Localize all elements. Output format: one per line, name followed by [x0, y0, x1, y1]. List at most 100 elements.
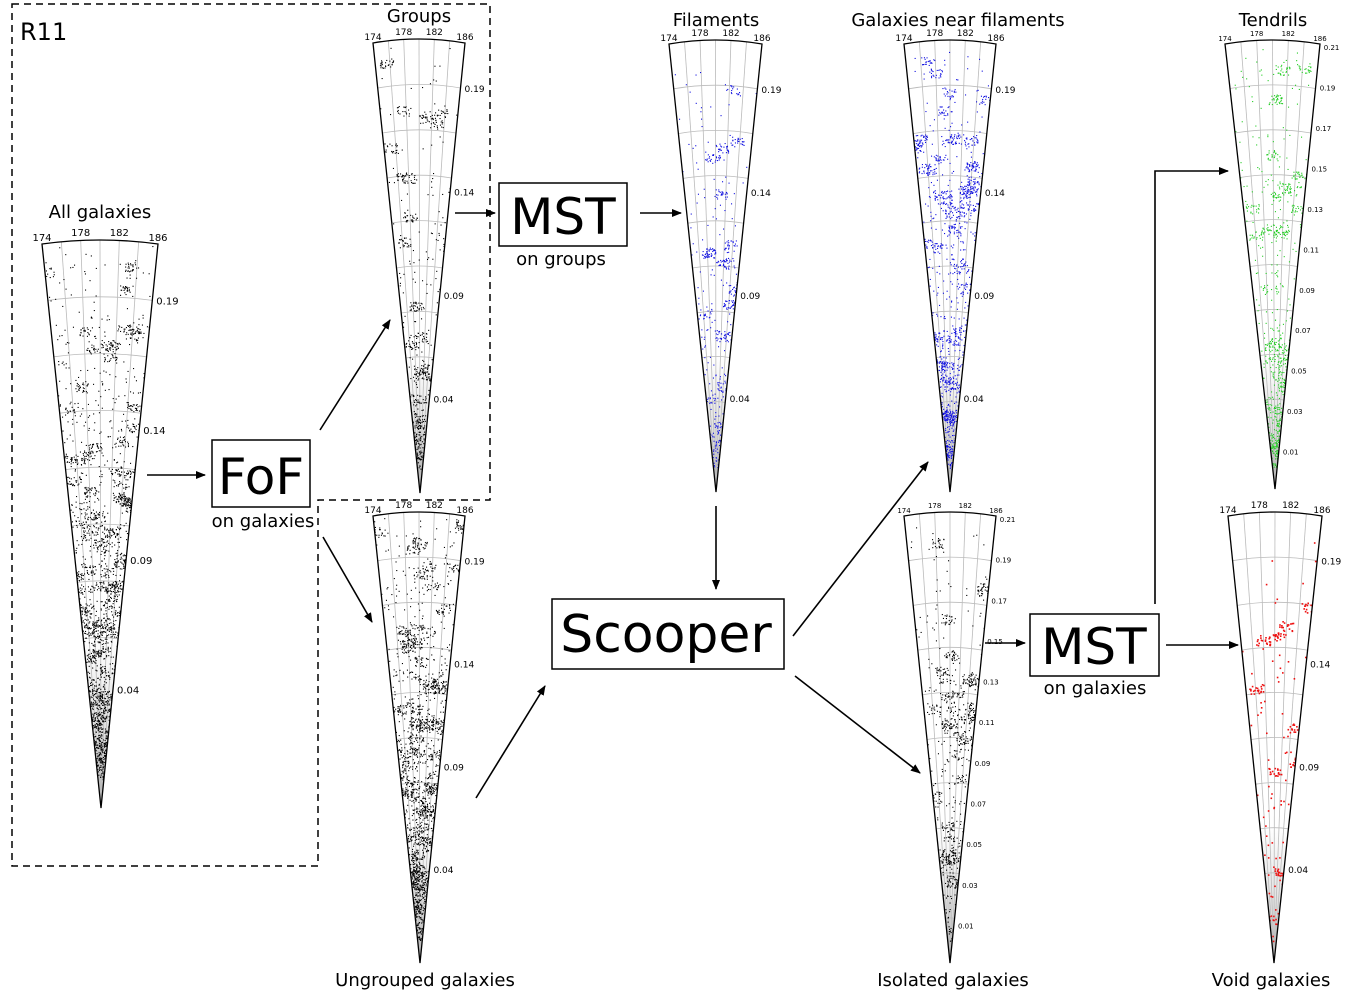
redshift-tick-label: 0.07 [971, 800, 987, 808]
redshift-tick-label: 0.15 [1312, 165, 1328, 173]
flow-arrows [147, 167, 1239, 799]
scooper-box: Scooper [551, 598, 785, 670]
redshift-tick-label: 0.09 [740, 292, 760, 302]
ra-tick-label: 186 [987, 34, 1004, 44]
redshift-tick-label: 0.04 [433, 866, 453, 876]
ra-tick-label: 174 [1218, 35, 1232, 43]
redshift-tick-label: 0.05 [966, 841, 982, 849]
ra-tick-label: 182 [1282, 501, 1299, 511]
redshift-tick-label: 0.15 [987, 638, 1003, 646]
wedge-label: Ungrouped galaxies [335, 970, 515, 991]
galaxy-points [910, 527, 994, 942]
redshift-tick-label: 0.09 [444, 292, 464, 302]
redshift-tick-label: 0.04 [730, 395, 750, 405]
mst-galaxies-box: MST on galaxies [1029, 613, 1160, 699]
redshift-tick-label: 0.09 [975, 760, 991, 768]
redshift-tick-label: 0.19 [996, 557, 1012, 565]
ra-tick-label: 182 [1282, 30, 1295, 38]
ra-tick-label: 178 [395, 28, 412, 38]
arrow-mst-to-tendrils [1154, 167, 1229, 604]
ra-tick-label: 174 [32, 233, 51, 244]
redshift-tick-label: 0.03 [962, 882, 978, 890]
redshift-tick-label: 0.04 [1288, 866, 1308, 876]
ra-tick-label: 174 [660, 34, 677, 44]
wedge-label: All galaxies [49, 202, 152, 223]
ra-tick-label: 186 [1313, 506, 1330, 516]
ra-tick-label: 178 [691, 29, 708, 39]
wedge-outline [903, 511, 997, 964]
redshift-tick-label: 0.19 [156, 296, 178, 307]
ra-tick-label: 186 [456, 33, 473, 43]
ra-tick-label: 178 [1250, 30, 1263, 38]
redshift-tick-label: 0.14 [985, 189, 1005, 199]
ra-tick-label: 178 [928, 502, 941, 510]
redshift-tick-label: 0.13 [983, 679, 999, 687]
mst-galaxies-title: MST [1041, 618, 1147, 676]
wedge-outline [41, 239, 159, 809]
redshift-tick-label: 0.14 [454, 189, 474, 199]
redshift-tick-label: 0.11 [979, 719, 995, 727]
wedge-label: Tendrils [1238, 10, 1308, 31]
redshift-tick-label: 0.04 [117, 686, 139, 697]
wedge-label: Filaments [673, 10, 760, 31]
ra-tick-label: 186 [456, 506, 473, 516]
wedge-outline [1227, 511, 1323, 964]
arrow-fof-to-ungrouped [322, 536, 373, 623]
fof-subtitle: on galaxies [212, 511, 315, 532]
ra-tick-label: 186 [989, 507, 1003, 515]
redshift-tick-label: 0.19 [465, 85, 485, 95]
region-label: R11 [20, 18, 67, 46]
redshift-tick-label: 0.05 [1291, 368, 1307, 376]
arrow-ungrouped-to-scooper [475, 685, 546, 799]
arrow-fof-to-groups [319, 319, 391, 431]
redshift-tick-label: 0.19 [995, 86, 1015, 96]
redshift-tick-label: 0.21 [1324, 44, 1340, 52]
redshift-tick-label: 0.04 [964, 395, 984, 405]
ra-tick-label: 182 [957, 29, 974, 39]
ra-tick-label: 186 [753, 34, 770, 44]
wedge-void: 174 178 182 186 0.19 0.14 0.09 0.04 Void galaxie… [1212, 501, 1342, 991]
wedge-near: 174 178 182 186 0.19 0.14 0.09 0.04 Galaxies nea… [851, 10, 1065, 493]
ra-tick-label: 178 [926, 29, 943, 39]
redshift-tick-label: 0.09 [974, 292, 994, 302]
galaxy-points [374, 518, 465, 941]
redshift-tick-label: 0.21 [1000, 516, 1016, 524]
ra-tick-label: 174 [895, 34, 912, 44]
wedge-label: Groups [387, 6, 451, 27]
redshift-tick-label: 0.17 [1316, 125, 1332, 133]
ra-tick-label: 174 [364, 506, 381, 516]
ra-tick-label: 174 [897, 507, 911, 515]
arrow-scooper-to-near [792, 461, 929, 637]
redshift-tick-label: 0.19 [465, 558, 485, 568]
ra-tick-label: 186 [1313, 35, 1327, 43]
ra-tick-label: 178 [71, 228, 90, 239]
ra-tick-label: 174 [1219, 506, 1236, 516]
wedge-filaments: 174 178 182 186 0.19 0.14 0.09 0.04 Filaments [660, 10, 782, 493]
redshift-tick-label: 0.19 [1321, 558, 1341, 568]
mst-groups-subtitle: on groups [516, 249, 606, 270]
redshift-tick-label: 0.01 [1283, 449, 1299, 457]
redshift-tick-label: 0.07 [1295, 327, 1311, 335]
wedge-outline [668, 39, 763, 493]
wedge-outline [372, 511, 466, 964]
wedge-label: Galaxies near filaments [851, 10, 1064, 31]
redshift-tick-label: 0.17 [991, 597, 1007, 605]
mst-groups-title: MST [510, 188, 616, 246]
redshift-tick-label: 0.09 [130, 556, 152, 567]
redshift-tick-label: 0.13 [1307, 206, 1323, 214]
redshift-tick-label: 0.14 [143, 426, 165, 437]
redshift-tick-label: 0.09 [1299, 763, 1319, 773]
redshift-tick-label: 0.19 [761, 86, 781, 96]
ra-tick-label: 182 [426, 501, 443, 511]
wedge-label: Void galaxies [1212, 970, 1331, 991]
ra-tick-label: 186 [148, 233, 167, 244]
wedge-all: 174 178 182 186 0.19 0.14 0.09 0.04 All galaxies [32, 202, 179, 809]
ra-tick-label: 182 [426, 28, 443, 38]
redshift-tick-label: 0.14 [751, 189, 771, 199]
ra-tick-label: 182 [722, 29, 739, 39]
r11-dashed-region [11, 3, 491, 867]
redshift-tick-label: 0.09 [1299, 287, 1315, 295]
wedge-label: Isolated galaxies [877, 970, 1029, 991]
